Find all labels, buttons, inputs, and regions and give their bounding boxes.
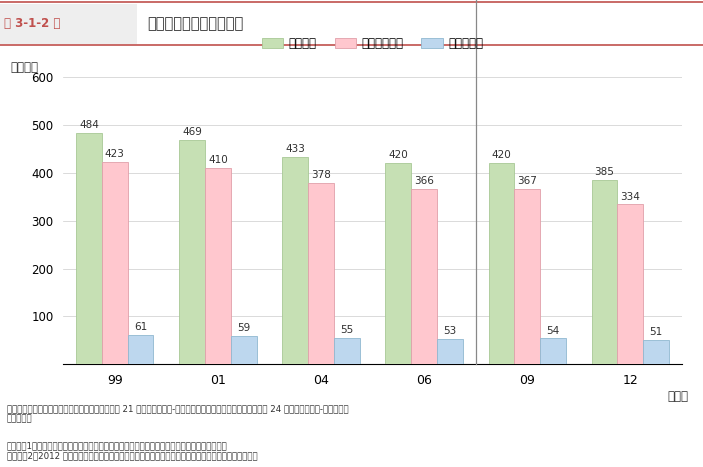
Legend: 中小企業, 小規模事業者, 中規模企業: 中小企業, 小規模事業者, 中規模企業 xyxy=(257,33,489,55)
Text: 385: 385 xyxy=(595,167,614,177)
Text: 420: 420 xyxy=(491,150,511,160)
Text: 469: 469 xyxy=(182,127,202,137)
Bar xyxy=(592,180,617,364)
Bar xyxy=(308,184,334,364)
Text: 433: 433 xyxy=(285,144,305,154)
Bar xyxy=(489,163,515,364)
Bar xyxy=(128,335,153,364)
Bar xyxy=(102,162,128,364)
Bar xyxy=(179,140,205,364)
Text: 484: 484 xyxy=(79,120,99,130)
Text: 54: 54 xyxy=(546,325,560,335)
Bar xyxy=(643,340,669,364)
Text: 中小企業の企業数の推移: 中小企業の企業数の推移 xyxy=(148,16,244,31)
Text: 334: 334 xyxy=(621,191,640,201)
Text: 資料：総務省「事業所・企業統計調査」、「平成 21 年経済センサス-基礎調査」、総務省・経済産業省「平成 24 年経済センサス-活動調査」
　再編加工: 資料：総務省「事業所・企業統計調査」、「平成 21 年経済センサス-基礎調査」、… xyxy=(7,404,349,424)
Text: 第 3-1-2 図: 第 3-1-2 図 xyxy=(4,17,60,30)
Text: 410: 410 xyxy=(208,155,228,165)
Bar xyxy=(334,338,360,364)
Bar xyxy=(231,336,257,364)
Text: 61: 61 xyxy=(134,322,147,332)
Text: （注）　1．企業数＝会社数＋個人事業所（単独事業所及び本所・本社・本店事業所とする）。
　　　　2．2012 年の数値より、中小企業及び小規模事業者の企業数に政: （注） 1．企業数＝会社数＋個人事業所（単独事業所及び本所・本社・本店事業所とす… xyxy=(7,441,258,461)
Bar xyxy=(283,157,308,364)
Bar xyxy=(411,189,437,364)
Bar xyxy=(617,205,643,364)
Text: 55: 55 xyxy=(340,325,354,335)
Text: 423: 423 xyxy=(105,149,124,159)
FancyBboxPatch shape xyxy=(0,4,137,44)
Text: 53: 53 xyxy=(444,326,456,336)
Text: 51: 51 xyxy=(650,327,663,337)
Bar xyxy=(540,339,566,364)
Text: 420: 420 xyxy=(389,150,408,160)
Text: 367: 367 xyxy=(517,176,537,186)
Bar xyxy=(437,339,463,364)
Bar xyxy=(76,133,102,364)
Bar xyxy=(205,168,231,364)
Text: 59: 59 xyxy=(237,323,250,333)
Text: 378: 378 xyxy=(311,170,331,180)
Text: （万者）: （万者） xyxy=(11,61,39,74)
Text: （年）: （年） xyxy=(667,390,688,403)
Bar xyxy=(385,163,411,364)
Text: 366: 366 xyxy=(414,176,434,186)
Bar xyxy=(515,189,540,364)
